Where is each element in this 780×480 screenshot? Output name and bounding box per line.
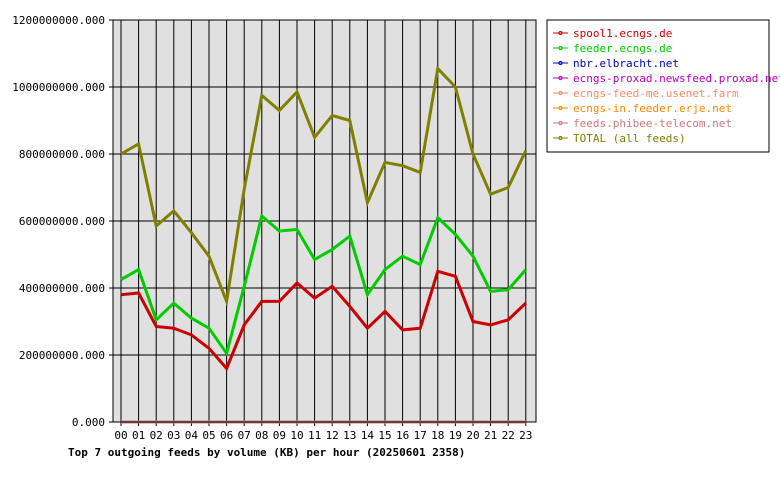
x-tick-label: 10: [290, 429, 303, 442]
legend-marker: [558, 30, 563, 36]
x-tick-label: 20: [466, 429, 479, 442]
x-tick-label: 13: [343, 429, 356, 442]
x-tick-label: 22: [502, 429, 515, 442]
x-tick-label: 12: [326, 429, 339, 442]
y-tick-label: 0.000: [72, 416, 105, 429]
series-line: [120, 269, 527, 372]
plot-frame: [112, 19, 537, 423]
legend-label: ecngs-in.feeder.erje.net: [573, 102, 732, 115]
legend-marker: [558, 120, 563, 126]
y-tick-label: 800000000.000: [19, 148, 105, 161]
x-axis-ticks: 00 01 02 03 04 05 06 07 08 09 10 11 12 13 14 15 16 17 18 19…: [114, 422, 532, 442]
legend-marker: [558, 105, 563, 111]
x-tick-label: 19: [449, 429, 462, 442]
series-line: [120, 213, 527, 357]
y-tick-label: 1200000000.000: [12, 14, 105, 27]
series-line: [120, 65, 528, 308]
x-tick-label: 18: [431, 429, 444, 442]
x-tick-label: 09: [273, 429, 286, 442]
legend-box: [546, 19, 770, 153]
y-axis-ticks: 0.000 200000000.000 400000000.000 600000000…: [12, 14, 113, 429]
x-tick-label: 06: [220, 429, 233, 442]
legend-marker: [558, 135, 563, 141]
x-tick-label: 17: [414, 429, 427, 442]
y-tick-label: 200000000.000: [19, 349, 105, 362]
x-tick-label: 00: [114, 429, 127, 442]
legend-label: nbr.elbracht.net: [573, 57, 679, 70]
x-tick-label: 16: [396, 429, 409, 442]
x-tick-label: 21: [484, 429, 497, 442]
legend-marker: [558, 60, 563, 66]
y-tick-label: 400000000.000: [19, 282, 105, 295]
legend-marker: [558, 75, 563, 81]
x-tick-label: 08: [255, 429, 268, 442]
x-tick-label: 11: [308, 429, 321, 442]
legend-label: feeds.phibee-telecom.net: [573, 117, 732, 130]
legend-marker: [558, 90, 563, 96]
x-tick-label: 05: [202, 429, 215, 442]
y-tick-label: 600000000.000: [19, 215, 105, 228]
legend-label: feeder.ecngs.de: [573, 42, 672, 55]
legend: spool1.ecngs.de feeder.ecngs.de nbr.elbrac…: [546, 19, 780, 153]
x-tick-label: 23: [519, 429, 532, 442]
legend-label: TOTAL (all feeds): [573, 132, 686, 145]
x-tick-label: 07: [238, 429, 251, 442]
x-tick-label: 01: [132, 429, 145, 442]
x-tick-label: 03: [167, 429, 180, 442]
chart-title: Top 7 outgoing feeds by volume (KB) per …: [68, 446, 465, 459]
x-tick-label: 02: [150, 429, 163, 442]
legend-marker: [558, 45, 563, 51]
legend-label: ecngs-proxad.newsfeed.proxad.net: [573, 72, 780, 85]
x-tick-label: 14: [361, 429, 375, 442]
x-tick-label: 15: [378, 429, 391, 442]
legend-label: ecngs-feed-me.usenet.farm: [573, 87, 739, 100]
x-tick-label: 04: [185, 429, 199, 442]
y-tick-label: 1000000000.000: [12, 81, 105, 94]
legend-label: spool1.ecngs.de: [573, 27, 672, 40]
